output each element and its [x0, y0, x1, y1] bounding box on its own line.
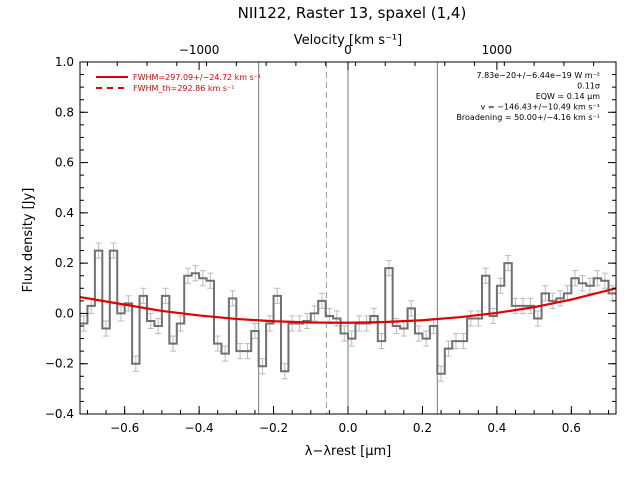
x-tick-label: 0.6 [562, 421, 581, 435]
top-axis-label: Velocity [km s⁻¹] [294, 33, 402, 48]
top-tick-label: −1000 [179, 43, 220, 57]
y-tick-label: 0.0 [55, 306, 74, 320]
x-tick-label: 0.4 [487, 421, 506, 435]
data-step-line [80, 249, 616, 375]
y-tick-label: 0.4 [55, 206, 74, 220]
y-tick-label: 0.6 [55, 156, 74, 170]
y-tick-label: −0.2 [45, 357, 74, 371]
x-tick-label: 0.2 [413, 421, 432, 435]
annotation-text: 7.83e−20+/−6.44e−19 W m⁻² [476, 71, 600, 80]
legend-label: FWHM=297.09+/−24.72 km s⁻¹ [133, 73, 261, 82]
y-axis-label: Flux density [Jy] [21, 188, 36, 293]
annotation-text: EQW = 0.14 μm [536, 92, 600, 101]
y-tick-label: 0.8 [55, 105, 74, 119]
chart-title: NII122, Raster 13, spaxel (1,4) [238, 4, 467, 22]
y-tick-label: 0.2 [55, 256, 74, 270]
legend-label: FWHM_th=292.86 km s⁻¹ [133, 84, 234, 93]
x-tick-label: −0.6 [110, 421, 139, 435]
top-tick-label: 1000 [482, 43, 513, 57]
top-tick-label: 0 [344, 43, 352, 57]
x-tick-label: 0.0 [338, 421, 357, 435]
y-tick-label: −0.4 [45, 407, 74, 421]
x-tick-label: −0.4 [185, 421, 214, 435]
fit-curve [79, 287, 617, 324]
annotation-text: 0.11σ [577, 82, 600, 91]
x-axis-label: λ−λrest [μm] [305, 444, 391, 459]
x-tick-label: −0.2 [259, 421, 288, 435]
annotation-text: Broadening = 50.00+/−4.16 km s⁻¹ [456, 113, 600, 122]
y-tick-label: 1.0 [55, 55, 74, 69]
annotation-text: v = −146.43+/−10.49 km s⁻¹ [481, 103, 600, 112]
